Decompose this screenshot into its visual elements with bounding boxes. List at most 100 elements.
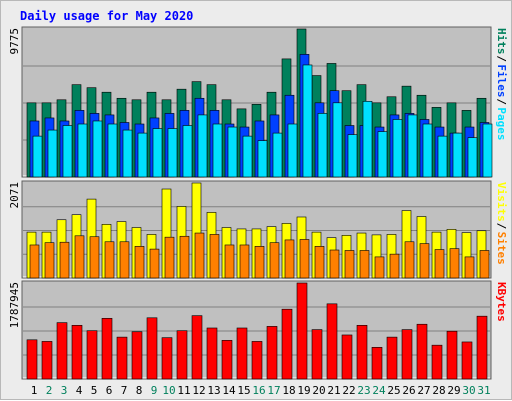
bar-pages bbox=[317, 113, 328, 178]
bar-kbytes bbox=[446, 330, 458, 380]
bar-pages bbox=[47, 129, 58, 178]
legend-label-kbytes: KBytes bbox=[495, 282, 508, 322]
bar-pages bbox=[392, 119, 403, 178]
x-tick-label: 28 bbox=[432, 384, 445, 397]
bar-pages bbox=[77, 123, 88, 178]
x-tick-label: 31 bbox=[477, 384, 490, 397]
bar-kbytes bbox=[386, 336, 398, 380]
bar-kbytes bbox=[101, 318, 113, 380]
x-tick-label: 10 bbox=[162, 384, 175, 397]
bar-kbytes bbox=[71, 325, 83, 380]
bar-pages bbox=[182, 125, 193, 178]
bar-sites bbox=[464, 256, 475, 279]
bar-sites bbox=[434, 249, 445, 279]
bar-sites bbox=[44, 242, 55, 279]
bar-pages bbox=[422, 123, 433, 178]
bar-sites bbox=[359, 250, 370, 279]
bar-pages bbox=[107, 123, 118, 178]
bar-sites bbox=[149, 248, 160, 279]
bar-pages bbox=[197, 114, 208, 178]
bar-sites bbox=[239, 244, 250, 279]
ymax-label-kbytes: 1787945 bbox=[8, 282, 21, 328]
bar-sites bbox=[284, 239, 295, 279]
chart-title: Daily usage for May 2020 bbox=[20, 9, 193, 23]
x-tick-label: 3 bbox=[61, 384, 68, 397]
bar-kbytes bbox=[116, 336, 128, 380]
bar-sites bbox=[314, 246, 325, 279]
bar-kbytes bbox=[131, 331, 143, 380]
bar-pages bbox=[137, 132, 148, 178]
bar-kbytes bbox=[266, 326, 278, 380]
bar-sites bbox=[179, 235, 190, 279]
x-tick-label: 13 bbox=[207, 384, 220, 397]
x-tick-label: 11 bbox=[177, 384, 190, 397]
x-tick-label: 7 bbox=[121, 384, 128, 397]
ymax-label-visits-sites: 2071 bbox=[8, 182, 21, 209]
x-tick-label: 25 bbox=[387, 384, 400, 397]
x-tick-label: 29 bbox=[447, 384, 460, 397]
x-tick-label: 4 bbox=[76, 384, 83, 397]
bar-pages bbox=[347, 134, 358, 178]
bar-sites bbox=[29, 244, 40, 279]
x-tick-label: 12 bbox=[192, 384, 205, 397]
x-tick-label: 22 bbox=[342, 384, 355, 397]
bar-sites bbox=[449, 248, 460, 279]
bar-kbytes bbox=[326, 303, 338, 380]
x-tick-label: 27 bbox=[417, 384, 430, 397]
bar-kbytes bbox=[41, 341, 53, 380]
bar-sites bbox=[209, 234, 220, 279]
x-tick-label: 19 bbox=[297, 384, 310, 397]
bar-pages bbox=[482, 123, 493, 178]
bar-sites bbox=[104, 241, 115, 279]
x-tick-label: 1 bbox=[31, 384, 38, 397]
bar-kbytes bbox=[296, 282, 308, 380]
bar-kbytes bbox=[476, 315, 488, 380]
bar-pages bbox=[257, 140, 268, 178]
bar-kbytes bbox=[461, 341, 473, 380]
bar-pages bbox=[167, 128, 178, 178]
x-tick-label: 16 bbox=[252, 384, 265, 397]
bar-sites bbox=[269, 242, 280, 279]
bar-kbytes bbox=[281, 308, 293, 380]
x-tick-label: 20 bbox=[312, 384, 325, 397]
bar-pages bbox=[332, 102, 343, 178]
bar-sites bbox=[194, 232, 205, 279]
bar-sites bbox=[299, 239, 310, 279]
x-tick-label: 21 bbox=[327, 384, 340, 397]
bar-kbytes bbox=[221, 340, 233, 380]
x-tick-label: 15 bbox=[237, 384, 250, 397]
bar-pages bbox=[62, 125, 73, 178]
bar-kbytes bbox=[56, 322, 68, 380]
bar-pages bbox=[272, 132, 283, 178]
bar-pages bbox=[32, 135, 43, 178]
bar-pages bbox=[377, 131, 388, 178]
bar-kbytes bbox=[401, 329, 413, 380]
bar-pages bbox=[452, 132, 463, 178]
x-tick-label: 2 bbox=[46, 384, 53, 397]
x-tick-label: 30 bbox=[462, 384, 475, 397]
bar-sites bbox=[419, 243, 430, 279]
ymax-label-hits-files-pages: 9775 bbox=[8, 28, 21, 55]
bar-kbytes bbox=[431, 344, 443, 380]
bar-pages bbox=[407, 114, 418, 178]
bar-pages bbox=[437, 135, 448, 178]
bar-sites bbox=[134, 246, 145, 279]
x-tick-label: 5 bbox=[91, 384, 98, 397]
bar-kbytes bbox=[371, 347, 383, 380]
bar-pages bbox=[467, 137, 478, 178]
bar-pages bbox=[242, 135, 253, 178]
bar-pages bbox=[362, 100, 373, 178]
bar-kbytes bbox=[161, 337, 173, 380]
x-tick-label: 17 bbox=[267, 384, 280, 397]
bar-sites bbox=[254, 246, 265, 279]
legend-label-files: Files bbox=[495, 64, 508, 97]
bar-sites bbox=[224, 244, 235, 279]
bar-kbytes bbox=[251, 341, 263, 380]
bar-kbytes bbox=[146, 317, 158, 380]
bar-kbytes bbox=[206, 327, 218, 380]
bar-pages bbox=[302, 64, 313, 178]
x-tick-label: 24 bbox=[372, 384, 386, 397]
bar-sites bbox=[344, 250, 355, 279]
